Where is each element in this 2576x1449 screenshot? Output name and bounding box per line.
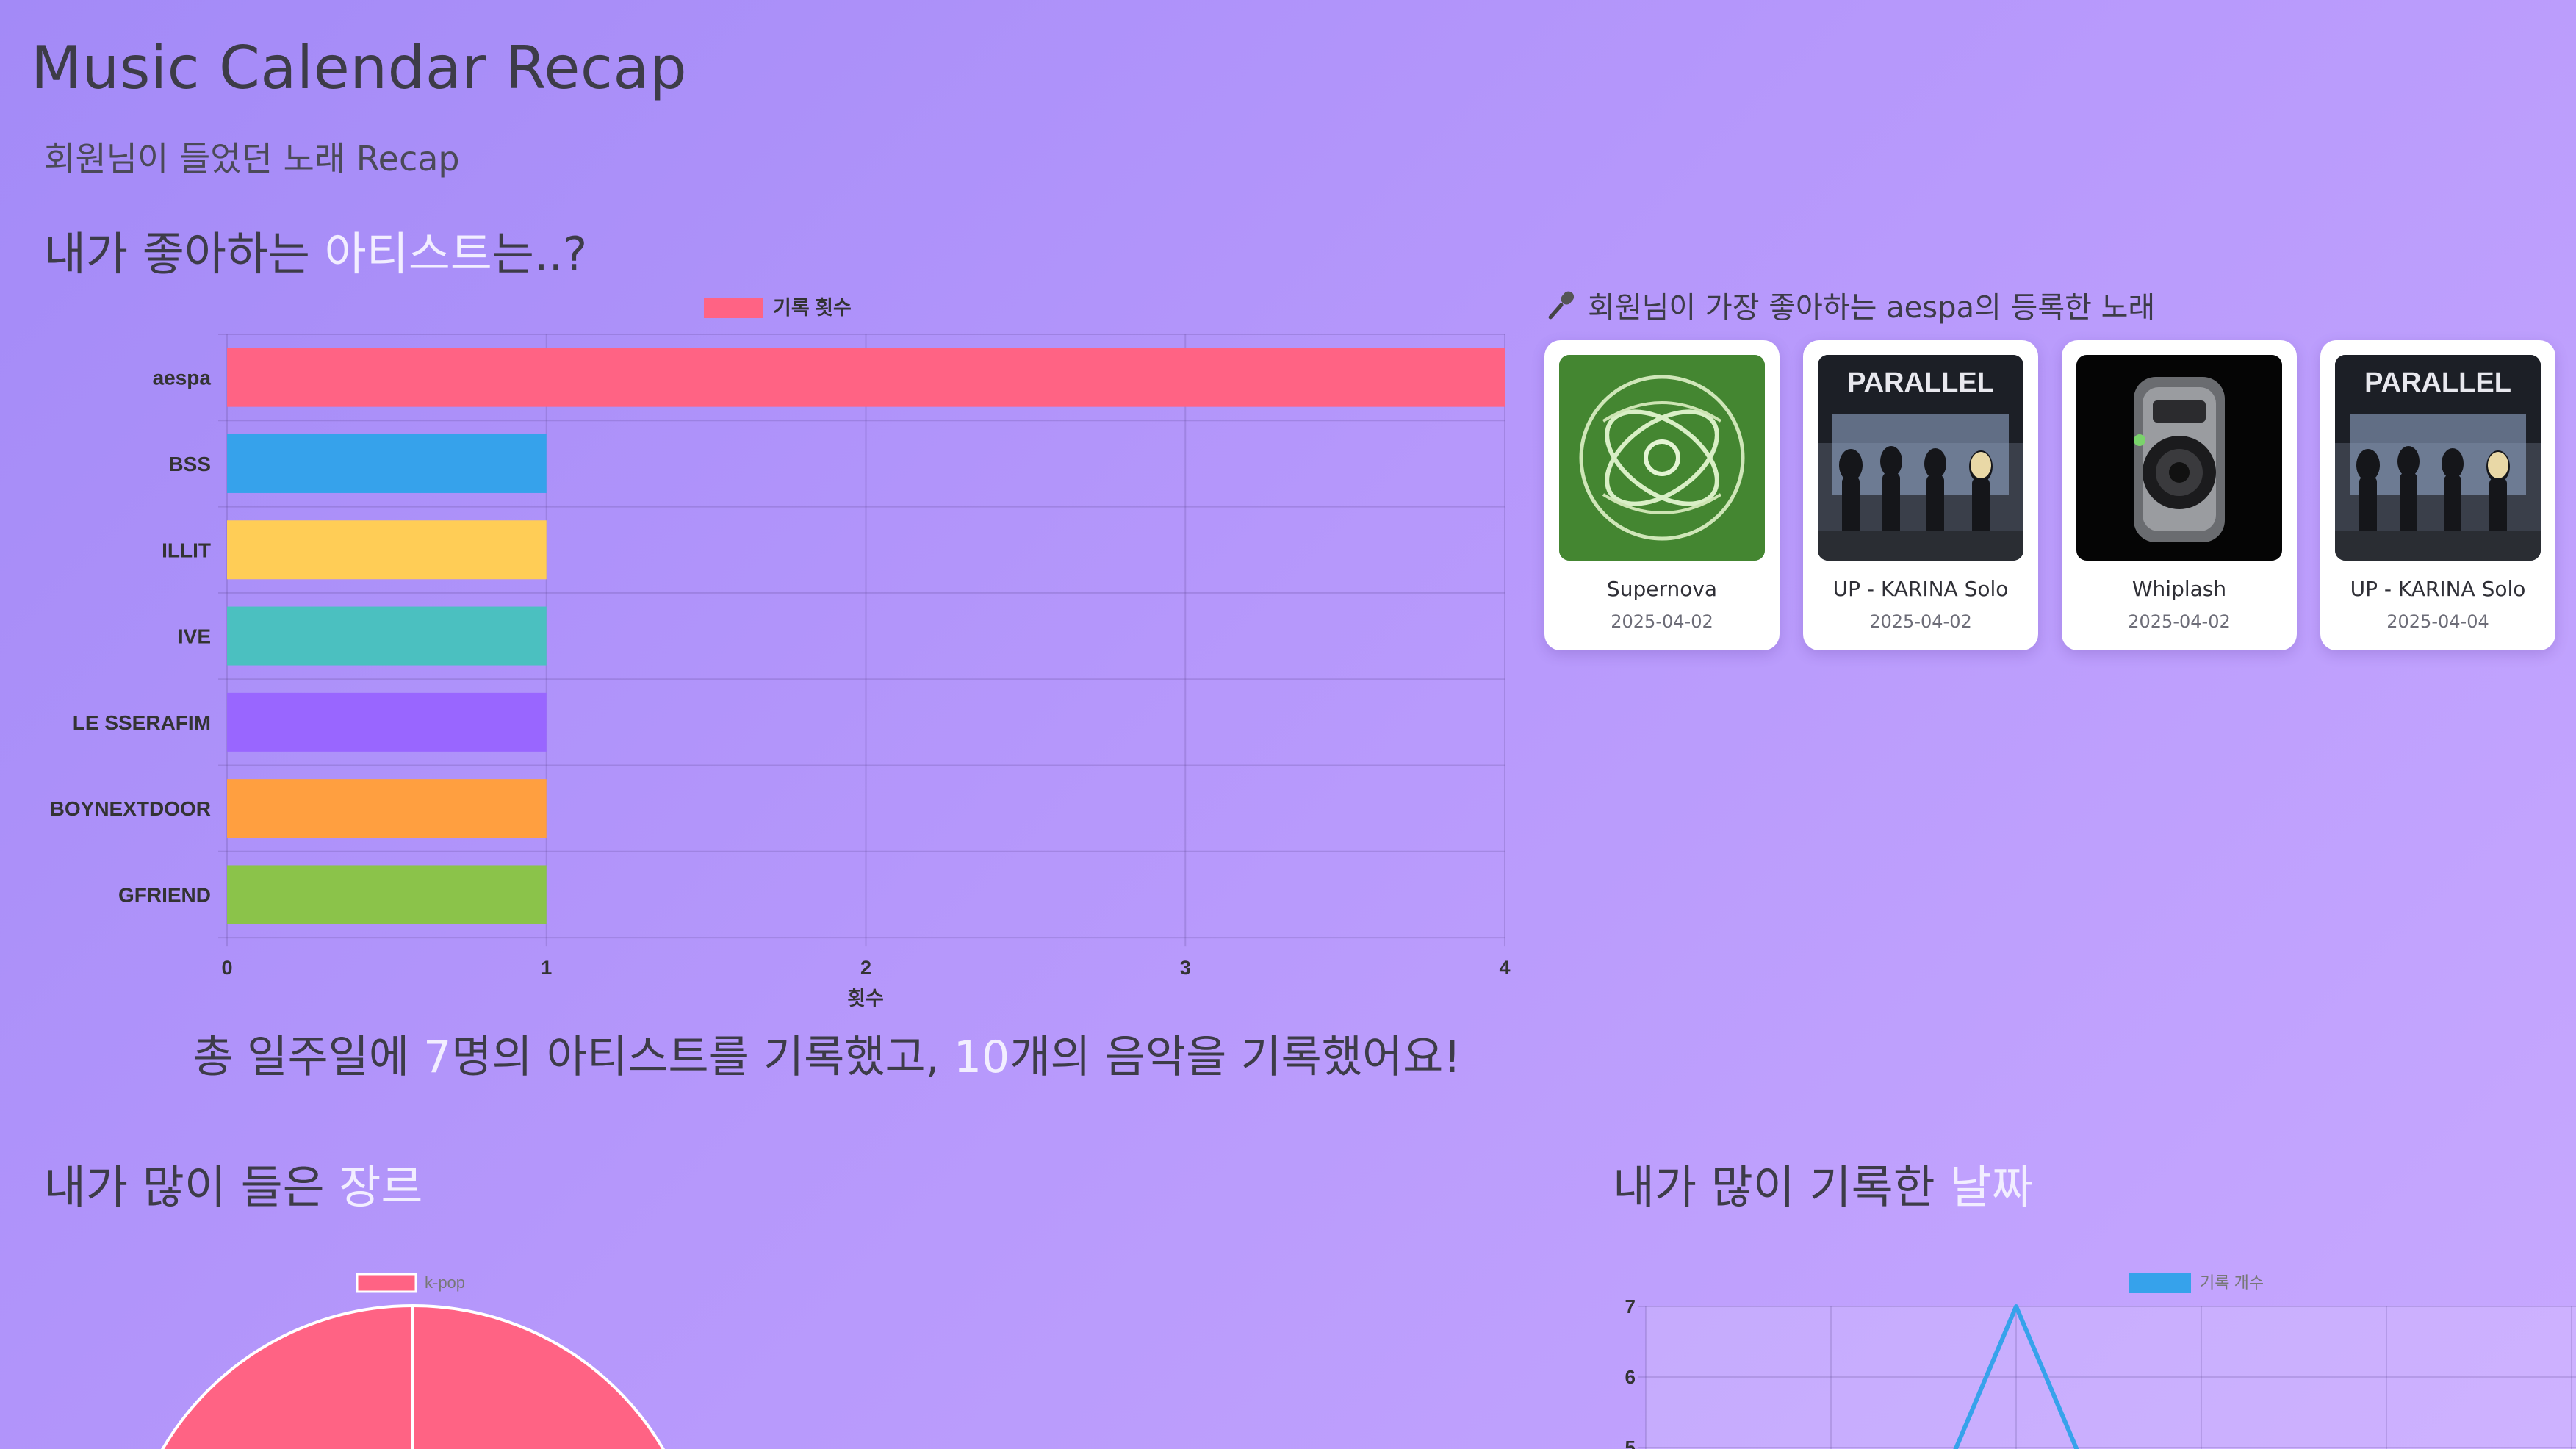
bar-legend-label: 기록 횟수 bbox=[773, 297, 852, 319]
line-chart-grid bbox=[1638, 1306, 2576, 1449]
svg-text:PARALLEL: PARALLEL bbox=[1847, 367, 1994, 398]
song-card[interactable]: Whiplash 2025-04-02 bbox=[2062, 340, 2297, 650]
song-date: 2025-04-02 bbox=[1611, 611, 1713, 632]
song-date: 2025-04-02 bbox=[2128, 611, 2231, 632]
bar-gfriend bbox=[227, 865, 547, 924]
summary-song-count: 10 bbox=[953, 1032, 1010, 1083]
line-chart-area bbox=[1646, 1306, 2576, 1449]
genre-pie-chart: k-pop bbox=[161, 1273, 665, 1449]
summary-part3: 개의 음악을 기록했어요! bbox=[1010, 1032, 1461, 1083]
album-cover-up: PARALLEL bbox=[1818, 355, 2023, 561]
summary-part1: 총 일주일에 bbox=[193, 1032, 424, 1083]
section-title-dates: 내가 많이 기록한 날짜 bbox=[1613, 1150, 2034, 1216]
bar-chart-grid bbox=[218, 334, 1505, 947]
date-line-chart: 7 6 5 기록 개수 bbox=[1625, 1273, 2576, 1449]
bar-y-label: GFRIEND bbox=[118, 883, 211, 906]
song-card[interactable]: Supernova 2025-04-02 bbox=[1544, 340, 1780, 650]
pie-legend-swatch bbox=[356, 1273, 417, 1293]
favorite-songs-heading: 회원님이 가장 좋아하는 aespa의 등록한 노래 bbox=[1547, 284, 2155, 326]
section-title-genre-prefix: 내가 많이 들은 bbox=[44, 1160, 339, 1214]
song-title: UP - KARINA Solo bbox=[2350, 577, 2526, 601]
section-title-artists: 내가 좋아하는 아티스트는..? bbox=[44, 217, 587, 283]
song-date: 2025-04-04 bbox=[2386, 611, 2489, 632]
pie-legend-label: k-pop bbox=[425, 1273, 465, 1292]
bar-y-label: BOYNEXTDOOR bbox=[50, 797, 211, 820]
line-legend-swatch bbox=[2129, 1273, 2191, 1293]
section-title-artists-suffix: 는..? bbox=[492, 227, 588, 281]
bar-chart-x-labels: 0 1 2 3 4 bbox=[221, 957, 1510, 979]
favorite-songs-list: Supernova 2025-04-02 PARALLEL UP - KARIN… bbox=[1544, 340, 2555, 650]
section-title-artists-highlight: 아티스트 bbox=[324, 227, 492, 281]
bar-x-tick: 2 bbox=[860, 957, 871, 979]
bar-x-tick: 3 bbox=[1180, 957, 1191, 979]
line-y-tick: 5 bbox=[1625, 1437, 1636, 1449]
bar-bss bbox=[227, 434, 547, 493]
favorite-songs-heading-text: 회원님이 가장 좋아하는 aespa의 등록한 노래 bbox=[1588, 291, 2156, 325]
bar-aespa bbox=[227, 348, 1505, 407]
summary-part2: 명의 아티스트를 기록했고, bbox=[451, 1032, 954, 1083]
bar-legend-swatch bbox=[704, 298, 763, 318]
song-card[interactable]: PARALLEL UP - KARINA Solo 2025-04-02 bbox=[1803, 340, 2038, 650]
bar-x-tick: 4 bbox=[1499, 957, 1510, 979]
bar-x-axis-title: 횟수 bbox=[847, 988, 884, 1010]
song-title: Supernova bbox=[1606, 577, 1718, 601]
line-chart-y-labels: 7 6 5 bbox=[1625, 1295, 1636, 1449]
section-title-dates-prefix: 내가 많이 기록한 bbox=[1613, 1160, 1950, 1214]
bar-y-label: ILLIT bbox=[162, 539, 211, 561]
song-date: 2025-04-02 bbox=[1869, 611, 1972, 632]
song-card[interactable]: PARALLEL UP - KARINA Solo 2025-04-04 bbox=[2320, 340, 2555, 650]
bar-ive bbox=[227, 606, 547, 666]
bar-le-sserafim bbox=[227, 692, 547, 752]
section-title-artists-prefix: 내가 좋아하는 bbox=[44, 227, 325, 281]
bar-x-tick: 1 bbox=[541, 957, 552, 979]
section-title-genre-highlight: 장르 bbox=[339, 1160, 423, 1214]
song-title: UP - KARINA Solo bbox=[1832, 577, 2009, 601]
bar-illit bbox=[227, 520, 547, 580]
song-title: Whiplash bbox=[2131, 577, 2227, 601]
line-series bbox=[1953, 1304, 2079, 1449]
section-title-dates-highlight: 날짜 bbox=[1949, 1160, 2034, 1214]
section-title-genre: 내가 많이 들은 장르 bbox=[44, 1150, 422, 1216]
album-cover-up: PARALLEL bbox=[2335, 355, 2541, 561]
album-cover-supernova bbox=[1559, 355, 1765, 561]
bar-y-label: LE SSERAFIM bbox=[73, 711, 211, 734]
bar-y-label: IVE bbox=[178, 625, 211, 648]
line-y-tick: 6 bbox=[1625, 1366, 1636, 1388]
summary-artist-count: 7 bbox=[423, 1032, 452, 1083]
bar-chart-y-labels: aespa BSS ILLIT IVE LE SSERAFIM BOYNEXTDOOR GF… bbox=[50, 367, 212, 907]
app-title: Music Calendar Recap bbox=[31, 34, 688, 102]
page-subtitle: 회원님이 들었던 노래 Recap bbox=[44, 139, 460, 179]
microphone-icon bbox=[1548, 291, 1575, 320]
summary-text: 총 일주일에 7명의 아티스트를 기록했고, 10개의 음악을 기록했어요! bbox=[193, 1021, 1461, 1085]
bar-y-label: aespa bbox=[153, 367, 212, 389]
bar-y-label: BSS bbox=[168, 453, 211, 475]
album-cover-whiplash bbox=[2076, 355, 2282, 561]
line-y-tick: 7 bbox=[1625, 1295, 1636, 1317]
svg-text:PARALLEL: PARALLEL bbox=[2364, 367, 2511, 398]
line-legend-label: 기록 개수 bbox=[2200, 1273, 2264, 1292]
pie-chart-slices bbox=[161, 1304, 665, 1449]
artist-bar-chart: aespa BSS ILLIT IVE LE SSERAFIM BOYNEXTDOOR GF… bbox=[50, 297, 1511, 1010]
bar-x-tick: 0 bbox=[221, 957, 232, 979]
bar-boynextdoor bbox=[227, 779, 547, 838]
bar-chart-bars bbox=[227, 348, 1505, 924]
